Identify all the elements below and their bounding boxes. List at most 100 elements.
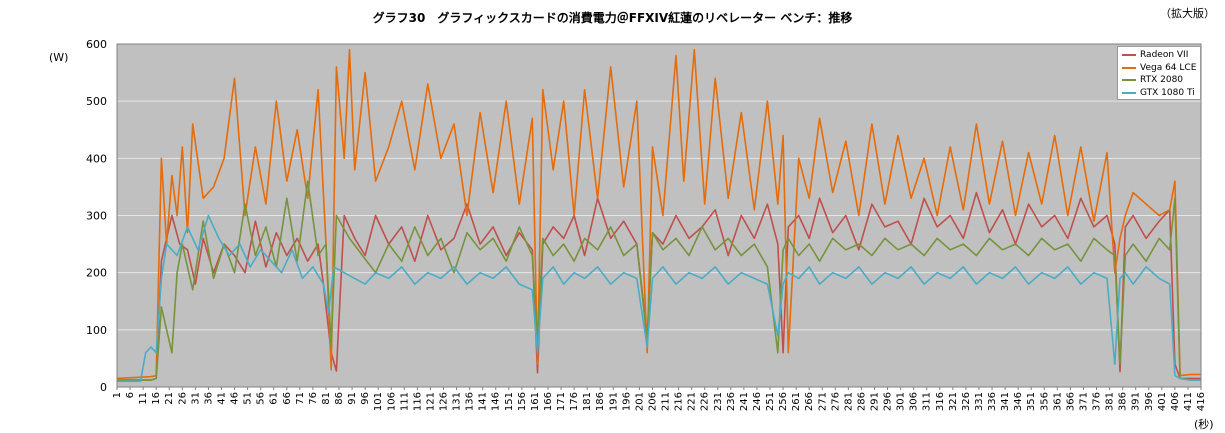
x-tick-label: 206 — [647, 392, 658, 411]
series-line-vega-64-lce — [117, 48, 1201, 380]
legend-item-gtx-1080-ti: GTX 1080 Ti — [1122, 87, 1200, 100]
x-tick-label: 36 — [203, 392, 214, 405]
legend-swatch — [1122, 79, 1136, 82]
x-tick-label: 166 — [543, 392, 554, 411]
x-tick-label: 306 — [909, 392, 920, 411]
x-tick-label: 31 — [190, 392, 201, 405]
x-tick-label: 246 — [752, 392, 763, 411]
legend: Radeon VII Vega 64 LCE RTX 2080 GTX 1080… — [1117, 46, 1201, 100]
x-tick-label: 231 — [713, 392, 724, 411]
x-tick-label: 266 — [804, 392, 815, 411]
x-tick-label: 286 — [856, 392, 867, 411]
x-tick-label: 396 — [1144, 392, 1155, 411]
x-tick-label: 301 — [896, 392, 907, 411]
y-tick-label: 100 — [86, 324, 107, 337]
x-tick-label: 86 — [334, 392, 345, 405]
x-tick-label: 261 — [791, 392, 802, 411]
x-tick-label: 351 — [1026, 392, 1037, 411]
x-tick-label: 101 — [373, 392, 384, 411]
x-tick-label: 96 — [360, 392, 371, 405]
x-tick-label: 46 — [230, 392, 241, 405]
x-tick-label: 11 — [138, 392, 149, 405]
x-tick-label: 161 — [530, 392, 541, 411]
x-tick-label: 321 — [948, 392, 959, 411]
x-tick-label: 331 — [974, 392, 985, 411]
x-tick-label: 326 — [961, 392, 972, 411]
x-axis-ticks: 1 6 11 16 21 26 31 36 41 46 51 56 61 66 71 76 81 86 91 96 10… — [112, 387, 1207, 411]
x-tick-label: 186 — [595, 392, 606, 411]
x-tick-label: 216 — [674, 392, 685, 411]
x-tick-label: 176 — [569, 392, 580, 411]
x-axis-label: (秒) — [1194, 418, 1214, 431]
x-tick-label: 116 — [412, 392, 423, 411]
x-tick-label: 76 — [308, 392, 319, 405]
x-tick-label: 236 — [726, 392, 737, 411]
x-tick-label: 136 — [465, 392, 476, 411]
x-tick-label: 56 — [256, 392, 267, 405]
x-tick-label: 316 — [935, 392, 946, 411]
x-tick-label: 41 — [216, 392, 227, 405]
x-tick-label: 6 — [125, 392, 136, 398]
legend-item-vega-64-lce: Vega 64 LCE — [1122, 62, 1200, 75]
legend-label: Vega 64 LCE — [1140, 62, 1197, 73]
chart-title: グラフ30 グラフィックスカードの消費電力＠FFXIV紅蓮のリベレーター ベンチ… — [372, 11, 853, 25]
legend-swatch — [1122, 54, 1136, 57]
y-tick-label: 300 — [86, 210, 107, 223]
x-tick-label: 141 — [478, 392, 489, 411]
x-tick-label: 251 — [765, 392, 776, 411]
x-tick-label: 66 — [282, 392, 293, 405]
legend-swatch — [1122, 66, 1136, 69]
x-tick-label: 131 — [452, 392, 463, 411]
y-tick-label: 600 — [86, 38, 107, 51]
x-tick-label: 146 — [491, 392, 502, 411]
x-tick-label: 281 — [843, 392, 854, 411]
legend-swatch — [1122, 91, 1136, 94]
x-tick-label: 416 — [1196, 392, 1207, 411]
y-tick-label: 0 — [100, 381, 107, 394]
x-tick-label: 151 — [504, 392, 515, 411]
x-tick-label: 341 — [1000, 392, 1011, 411]
legend-label: RTX 2080 — [1140, 75, 1184, 86]
x-tick-label: 296 — [883, 392, 894, 411]
x-tick-label: 1 — [112, 392, 123, 398]
x-tick-label: 336 — [987, 392, 998, 411]
x-tick-label: 121 — [425, 392, 436, 411]
x-tick-label: 196 — [621, 392, 632, 411]
x-tick-label: 106 — [386, 392, 397, 411]
x-tick-label: 366 — [1065, 392, 1076, 411]
x-tick-label: 256 — [778, 392, 789, 411]
x-tick-label: 346 — [1013, 392, 1024, 411]
x-tick-label: 381 — [1105, 392, 1116, 411]
x-tick-label: 191 — [608, 392, 619, 411]
x-tick-label: 361 — [1052, 392, 1063, 411]
x-tick-label: 356 — [1039, 392, 1050, 411]
y-tick-label: 500 — [86, 95, 107, 108]
x-tick-label: 241 — [739, 392, 750, 411]
x-tick-label: 291 — [869, 392, 880, 411]
x-tick-label: 91 — [347, 392, 358, 405]
x-tick-label: 401 — [1157, 392, 1168, 411]
y-axis-label: (W) — [49, 51, 69, 64]
x-tick-label: 386 — [1118, 392, 1129, 411]
x-tick-label: 156 — [517, 392, 528, 411]
x-tick-label: 391 — [1131, 392, 1142, 411]
x-tick-label: 26 — [177, 392, 188, 405]
legend-item-rtx-2080: RTX 2080 — [1122, 74, 1200, 87]
legend-label: Radeon VII — [1140, 50, 1189, 61]
series-line-gtx-1080-ti — [117, 214, 1201, 383]
x-tick-label: 61 — [269, 392, 280, 405]
x-tick-label: 51 — [243, 392, 254, 405]
x-tick-label: 371 — [1078, 392, 1089, 411]
x-tick-label: 276 — [830, 392, 841, 411]
legend-item-radeon-vii: Radeon VII — [1122, 49, 1200, 62]
x-tick-label: 81 — [321, 392, 332, 405]
series-lines — [117, 48, 1201, 383]
x-tick-label: 181 — [582, 392, 593, 411]
x-tick-label: 411 — [1183, 392, 1194, 411]
x-tick-label: 201 — [634, 392, 645, 411]
x-tick-label: 111 — [399, 392, 410, 411]
y-axis-ticks: 0 100 200 300 400 500 600 — [86, 38, 107, 394]
x-tick-label: 376 — [1092, 392, 1103, 411]
x-tick-label: 221 — [687, 392, 698, 411]
